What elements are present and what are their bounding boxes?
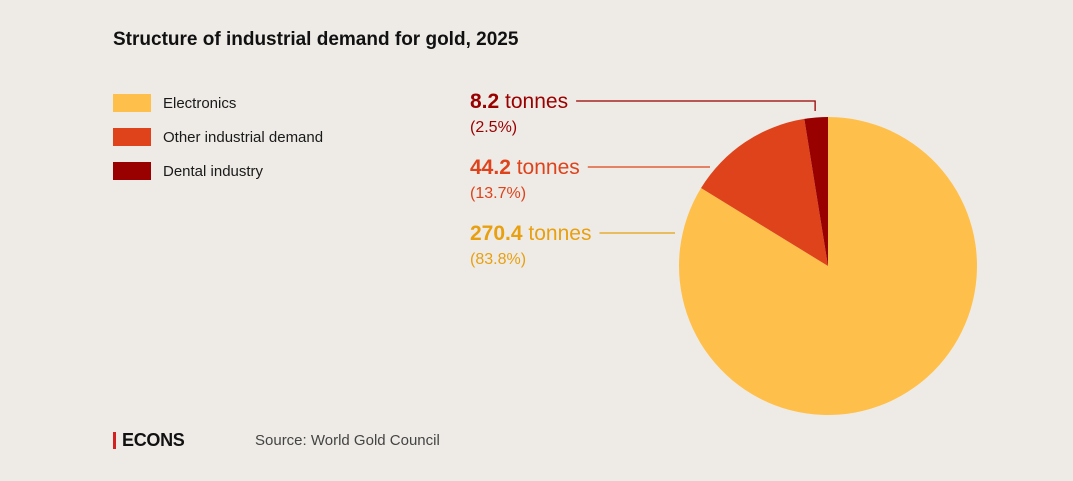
- logo-bar-icon: [113, 432, 116, 449]
- legend: Electronics Other industrial demand Dent…: [113, 86, 323, 188]
- legend-swatch: [113, 128, 151, 146]
- legend-label: Dental industry: [163, 162, 264, 180]
- legend-item-other: Other industrial demand: [113, 120, 323, 154]
- chart-title: Structure of industrial demand for gold,…: [113, 29, 519, 50]
- legend-swatch: [113, 162, 151, 180]
- econs-logo: ECONS: [113, 430, 185, 451]
- pie-slice-other-industrial-demand: [701, 118, 828, 266]
- slice-value-label: 44.2 tonnes: [470, 156, 580, 179]
- slice-percent-label: (83.8%): [470, 251, 526, 268]
- legend-label: Other industrial demand: [163, 128, 324, 146]
- legend-label: Electronics: [163, 94, 237, 112]
- leader-line: [576, 100, 816, 111]
- slice-value-label: 270.4 tonnes: [470, 222, 591, 245]
- slice-percent-label: (2.5%): [470, 119, 517, 136]
- pie-slice-dental-industry: [804, 117, 828, 266]
- slice-percent-label: (13.7%): [470, 185, 526, 202]
- slice-value-label: 8.2 tonnes: [470, 90, 568, 113]
- legend-swatch: [113, 94, 151, 112]
- logo-text: ECONS: [122, 430, 185, 450]
- legend-item-electronics: Electronics: [113, 86, 323, 120]
- source-note: Source: World Gold Council: [255, 432, 440, 449]
- legend-item-dental: Dental industry: [113, 154, 323, 188]
